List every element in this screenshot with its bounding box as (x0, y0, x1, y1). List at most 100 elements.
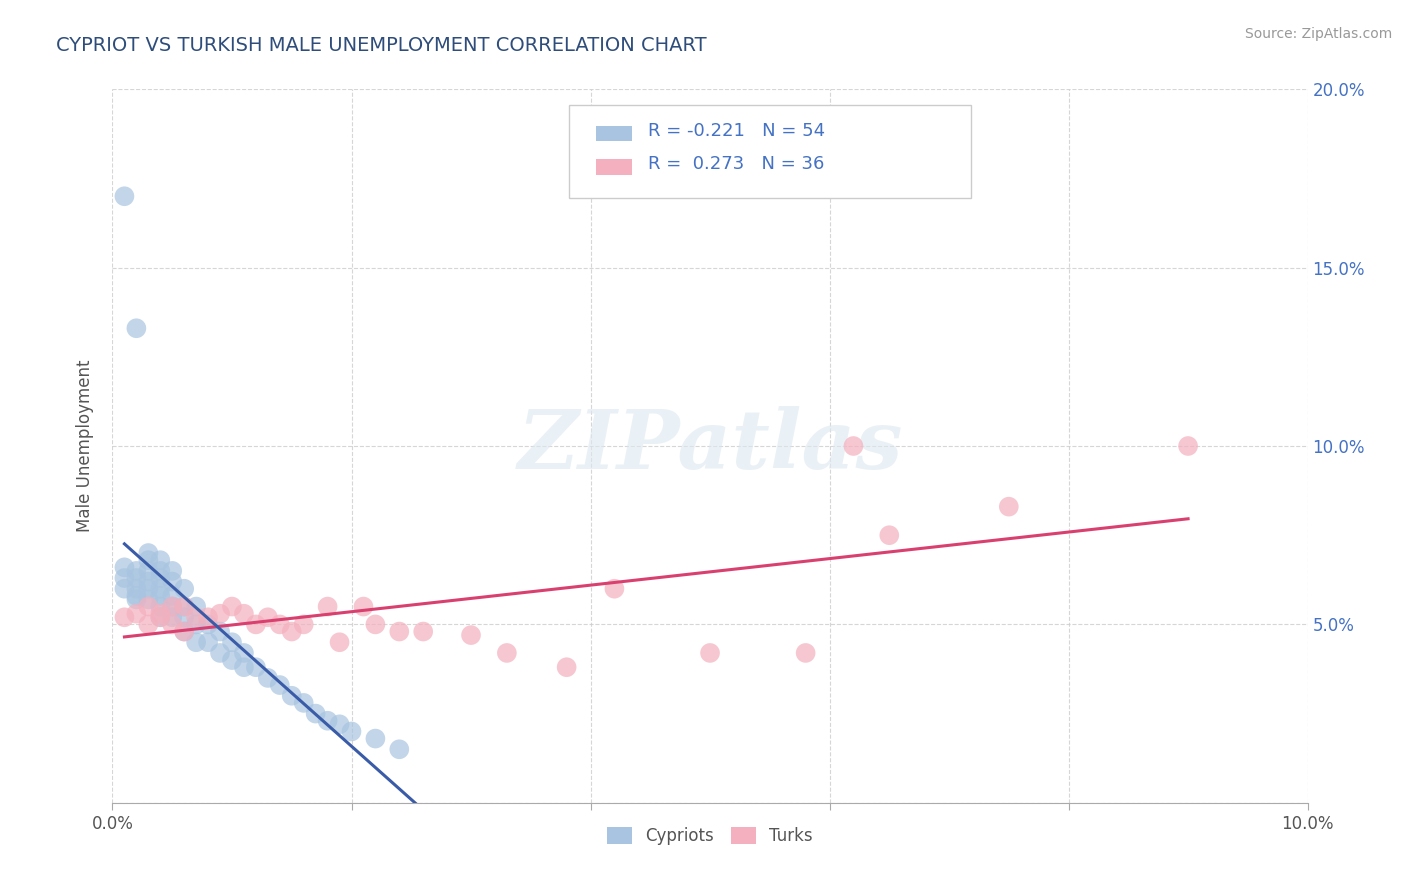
Point (162, 589, 183, 603)
Point (173, 582, 195, 596)
FancyBboxPatch shape (569, 105, 970, 198)
Point (281, 689, 304, 703)
Point (138, 546, 160, 560)
Point (125, 589, 148, 603)
Point (292, 696, 315, 710)
Text: CYPRIOT VS TURKISH MALE UNEMPLOYMENT CORRELATION CHART: CYPRIOT VS TURKISH MALE UNEMPLOYMENT COR… (56, 36, 707, 54)
FancyBboxPatch shape (596, 126, 633, 141)
Point (329, 635, 352, 649)
Point (699, 646, 721, 660)
Point (197, 610, 219, 624)
Point (340, 724, 363, 739)
Point (292, 617, 315, 632)
Point (162, 574, 183, 589)
Point (364, 617, 387, 632)
Text: Source: ZipAtlas.com: Source: ZipAtlas.com (1244, 27, 1392, 41)
Point (114, 189, 135, 203)
Point (186, 610, 208, 624)
Point (149, 589, 172, 603)
Point (197, 617, 219, 632)
Point (162, 564, 183, 578)
Point (269, 617, 291, 632)
Point (221, 653, 243, 667)
Point (125, 607, 148, 621)
Text: R =  0.273   N = 36: R = 0.273 N = 36 (648, 155, 824, 173)
Point (209, 646, 232, 660)
Point (149, 571, 172, 585)
Point (125, 571, 148, 585)
Point (138, 617, 160, 632)
Point (460, 628, 482, 642)
Point (842, 439, 865, 453)
Point (149, 610, 172, 624)
Point (257, 610, 280, 624)
Point (173, 599, 195, 614)
Point (149, 607, 172, 621)
Point (794, 646, 817, 660)
Point (162, 599, 183, 614)
Point (186, 599, 208, 614)
Point (221, 635, 243, 649)
Point (197, 635, 219, 649)
Point (412, 624, 434, 639)
Point (257, 671, 280, 685)
Point (173, 599, 195, 614)
Point (162, 617, 183, 632)
Text: ZIPatlas: ZIPatlas (517, 406, 903, 486)
Point (114, 610, 135, 624)
Legend: Cypriots, Turks: Cypriots, Turks (600, 820, 820, 852)
Point (149, 610, 172, 624)
Point (173, 624, 195, 639)
Point (209, 624, 232, 639)
Point (496, 646, 519, 660)
Point (149, 582, 172, 596)
Point (221, 599, 243, 614)
Point (233, 607, 256, 621)
Point (329, 717, 352, 731)
Text: R = -0.221   N = 54: R = -0.221 N = 54 (648, 121, 825, 139)
Point (603, 582, 626, 596)
Point (114, 571, 135, 585)
Point (245, 617, 267, 632)
Point (269, 678, 291, 692)
Point (149, 564, 172, 578)
Point (125, 592, 148, 607)
Point (162, 599, 183, 614)
Point (879, 528, 901, 542)
Point (364, 731, 387, 746)
Point (162, 610, 183, 624)
Point (125, 321, 148, 335)
Point (114, 582, 135, 596)
Point (186, 635, 208, 649)
Point (173, 624, 195, 639)
Point (138, 564, 160, 578)
Point (388, 624, 411, 639)
Point (233, 660, 256, 674)
Point (149, 599, 172, 614)
Point (998, 500, 1021, 514)
Point (173, 610, 195, 624)
Point (138, 592, 160, 607)
Point (149, 553, 172, 567)
Point (245, 660, 267, 674)
Point (353, 599, 375, 614)
Point (138, 582, 160, 596)
Point (316, 599, 339, 614)
FancyBboxPatch shape (596, 159, 633, 175)
Point (233, 646, 256, 660)
Point (138, 599, 160, 614)
Point (138, 574, 160, 589)
Point (305, 706, 328, 721)
Point (388, 742, 411, 756)
Point (125, 582, 148, 596)
Point (316, 714, 339, 728)
Point (125, 564, 148, 578)
Point (186, 617, 208, 632)
Point (114, 560, 135, 574)
Point (281, 624, 304, 639)
Y-axis label: Male Unemployment: Male Unemployment (76, 359, 94, 533)
Point (555, 660, 578, 674)
Point (209, 607, 232, 621)
Point (138, 553, 160, 567)
Point (1177, 439, 1199, 453)
